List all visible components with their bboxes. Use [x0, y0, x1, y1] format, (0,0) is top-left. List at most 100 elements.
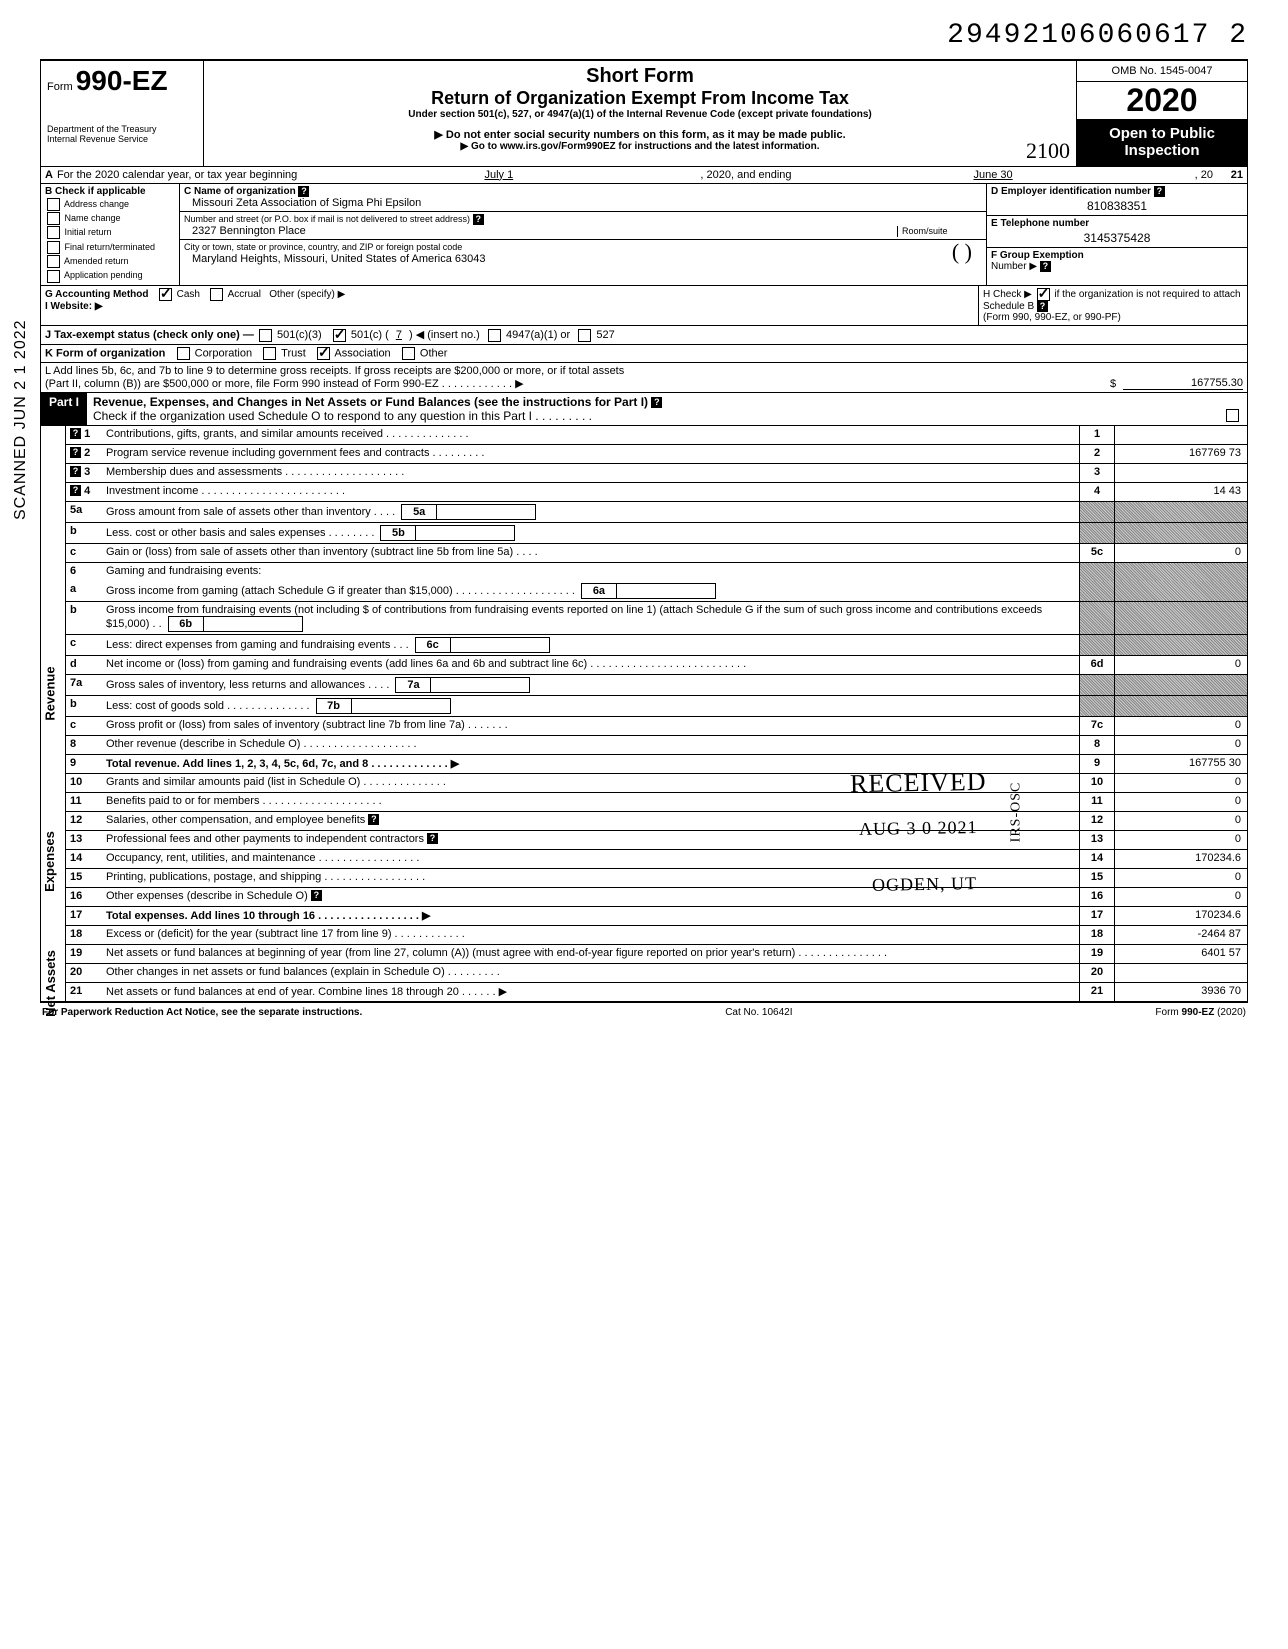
line-7c-text: Gross profit or (loss) from sales of inv…: [102, 717, 1079, 735]
year-digit-34: 20: [1162, 82, 1198, 118]
line-13-amt[interactable]: 0: [1114, 831, 1247, 849]
row-j: J Tax-exempt status (check only one) — 5…: [40, 326, 1248, 345]
chk-501c[interactable]: [333, 329, 346, 342]
line-5a-inner-amt[interactable]: [437, 505, 535, 519]
line-6d-amt[interactable]: 0: [1114, 656, 1247, 674]
line-16-text: Other expenses (describe in Schedule O) …: [102, 888, 1079, 906]
line-9-amt[interactable]: 167755 30: [1114, 755, 1247, 773]
street-address[interactable]: 2327 Bennington Place: [192, 225, 306, 237]
line-5b-inner-amt[interactable]: [416, 526, 514, 540]
line-7c-amt[interactable]: 0: [1114, 717, 1247, 735]
line-7b-text: Less: cost of goods sold . . . . . . . .…: [102, 696, 1079, 716]
chk-application-pending[interactable]: Application pending: [45, 268, 175, 282]
chk-527[interactable]: [578, 329, 591, 342]
part-1-label: Part I: [41, 393, 87, 425]
chk-final-return[interactable]: Final return/terminated: [45, 240, 175, 254]
help-icon[interactable]: ?: [298, 186, 309, 197]
city-label: City or town, state or province, country…: [184, 242, 462, 252]
line-1-amt[interactable]: [1114, 426, 1247, 444]
part-1-title: Revenue, Expenses, and Changes in Net As…: [93, 395, 648, 409]
line-6b-text: Gross income from fundraising events (no…: [102, 602, 1079, 634]
line-18-amt[interactable]: -2464 87: [1114, 926, 1247, 944]
line-3-amt[interactable]: [1114, 464, 1247, 482]
line-16-box: 16: [1079, 888, 1114, 906]
line-6a-inner-amt[interactable]: [617, 584, 715, 598]
line-7b-inner-amt[interactable]: [352, 699, 450, 713]
line-16-amt[interactable]: 0: [1114, 888, 1247, 906]
chk-4947a1[interactable]: [488, 329, 501, 342]
end-year-val[interactable]: 21: [1213, 169, 1243, 181]
line-12-amt[interactable]: 0: [1114, 812, 1247, 830]
short-form-title: Short Form: [210, 65, 1070, 88]
line-7a-inner-amt[interactable]: [431, 678, 529, 692]
chk-accrual[interactable]: [210, 288, 223, 301]
line-19-amt[interactable]: 6401 57: [1114, 945, 1247, 963]
line-21-amt[interactable]: 3936 70: [1114, 983, 1247, 1001]
return-title: Return of Organization Exempt From Incom…: [210, 88, 1070, 109]
form-prefix: Form: [47, 81, 73, 93]
label-other-org: Other: [420, 347, 448, 359]
line-17-amt[interactable]: 170234.6: [1114, 907, 1247, 925]
line-20-box: 20: [1079, 964, 1114, 982]
line-5c-box: 5c: [1079, 544, 1114, 562]
chk-schedule-o[interactable]: [1226, 409, 1239, 422]
line-5a-text: Gross amount from sale of assets other t…: [102, 502, 1079, 522]
line-3-text: Membership dues and assessments . . . . …: [102, 464, 1079, 482]
chk-name-change[interactable]: Name change: [45, 211, 175, 225]
label-insert-no: ) ◀ (insert no.): [409, 329, 480, 341]
begin-date[interactable]: July 1: [297, 169, 700, 181]
label-association: Association: [334, 347, 390, 359]
label-accrual: Accrual: [228, 289, 261, 300]
help-icon[interactable]: ?: [427, 833, 438, 844]
line-6c-text: Less: direct expenses from gaming and fu…: [102, 635, 1079, 655]
chk-amended-return[interactable]: Amended return: [45, 254, 175, 268]
chk-corporation[interactable]: [177, 347, 190, 360]
line-8-amt[interactable]: 0: [1114, 736, 1247, 754]
line-20-amt[interactable]: [1114, 964, 1247, 982]
line-6b-inner-amt[interactable]: [204, 617, 302, 631]
help-icon[interactable]: ?: [1040, 261, 1051, 272]
chk-initial-return[interactable]: Initial return: [45, 225, 175, 239]
line-5c-amt[interactable]: 0: [1114, 544, 1247, 562]
open-to-public: Open to Public: [1081, 125, 1243, 142]
chk-cash[interactable]: [159, 288, 172, 301]
phone-value[interactable]: 3145375428: [991, 229, 1243, 245]
city-state-zip[interactable]: Maryland Heights, Missouri, United State…: [192, 253, 485, 265]
page-footer: For Paperwork Reduction Act Notice, see …: [40, 1002, 1248, 1022]
help-icon[interactable]: ?: [368, 814, 379, 825]
help-icon[interactable]: ?: [473, 214, 484, 225]
goto-url: ▶ Go to www.irs.gov/Form990EZ for instru…: [210, 141, 1070, 152]
line-12-text: Salaries, other compensation, and employ…: [102, 812, 1079, 830]
line-10-amt[interactable]: 0: [1114, 774, 1247, 792]
label-i: I Website: ▶: [45, 301, 103, 312]
org-name[interactable]: Missouri Zeta Association of Sigma Phi E…: [192, 197, 421, 209]
help-icon[interactable]: ?: [1037, 301, 1048, 312]
row-a-tax-year: A For the 2020 calendar year, or tax yea…: [40, 167, 1248, 184]
help-icon[interactable]: ?: [651, 397, 662, 408]
chk-h-schedule-b[interactable]: [1037, 288, 1050, 301]
line-11-amt[interactable]: 0: [1114, 793, 1247, 811]
year-digit-1: 2: [1126, 82, 1144, 118]
end-date[interactable]: June 30: [792, 169, 1195, 181]
expenses-label: Expenses: [42, 831, 57, 892]
line-6c-inner-amt[interactable]: [451, 638, 549, 652]
chk-other-org[interactable]: [402, 347, 415, 360]
year-digit-2: 0: [1144, 82, 1162, 118]
help-icon[interactable]: ?: [1154, 186, 1165, 197]
chk-trust[interactable]: [263, 347, 276, 360]
chk-501c3[interactable]: [259, 329, 272, 342]
line-14-amt[interactable]: 170234.6: [1114, 850, 1247, 868]
line-15-amt[interactable]: 0: [1114, 869, 1247, 887]
line-4-amt[interactable]: 14 43: [1114, 483, 1247, 501]
chk-address-change[interactable]: Address change: [45, 197, 175, 211]
help-icon[interactable]: ?: [311, 890, 322, 901]
dept-irs: Internal Revenue Service: [47, 135, 197, 145]
line-15-text: Printing, publications, postage, and shi…: [102, 869, 1079, 887]
label-d: D Employer identification number: [991, 186, 1151, 197]
chk-association[interactable]: [317, 347, 330, 360]
line-2-amt[interactable]: 167769 73: [1114, 445, 1247, 463]
ein-value[interactable]: 810838351: [991, 197, 1243, 213]
label-j: J Tax-exempt status (check only one) —: [45, 329, 254, 341]
501c-insert-no[interactable]: 7: [392, 329, 406, 341]
row-l-amount[interactable]: 167755.30: [1123, 377, 1243, 390]
